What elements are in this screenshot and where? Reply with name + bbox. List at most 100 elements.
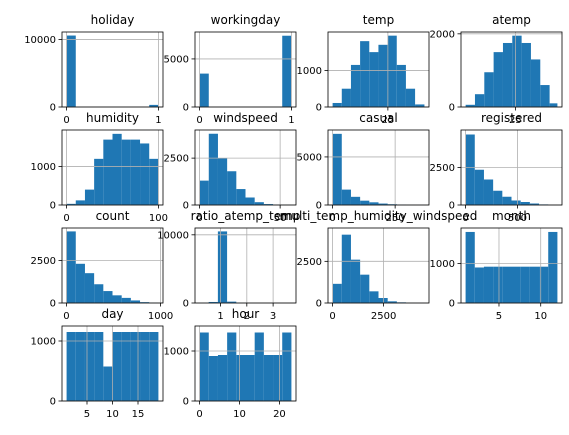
axes-frame <box>194 325 297 402</box>
x-tick-label: 1 <box>217 311 223 322</box>
histogram-bar <box>387 35 397 107</box>
y-tick-label: 0 <box>183 103 189 114</box>
histogram-bar <box>121 332 131 401</box>
histogram-bar <box>227 171 237 205</box>
histogram-bar <box>263 355 274 401</box>
histogram-bar <box>84 332 95 401</box>
y-tick-label: 1000 <box>164 347 189 358</box>
x-tick-label: 0 <box>63 213 69 224</box>
subplot-title: windspeed <box>213 111 278 125</box>
histogram-bar <box>465 104 475 107</box>
histogram-bar <box>341 234 351 303</box>
histogram-bar <box>465 231 475 303</box>
y-tick-label: 0 <box>183 397 189 408</box>
x-tick-label: 25 <box>509 115 522 126</box>
y-tick-label: 0 <box>50 103 56 114</box>
histogram-bar <box>94 332 104 401</box>
subplot-title: month <box>492 209 531 223</box>
y-tick-label: 2000 <box>430 29 455 40</box>
histogram-bar <box>483 179 494 205</box>
subplot-title: multi_temp_humidity_windspeed <box>280 209 478 223</box>
subplot-title: ratio_atemp_temp <box>191 209 301 223</box>
subplot-month: 5 10 0 1000 month <box>430 209 563 322</box>
x-tick-label: 10 <box>106 409 119 420</box>
histogram-bar <box>369 202 379 205</box>
histogram-bar <box>341 88 351 107</box>
histogram-bar <box>483 266 494 303</box>
histogram-bar <box>378 298 388 303</box>
histogram-bar <box>227 332 237 401</box>
subplot-workingday: 0 1 0 5000 workingday <box>164 13 297 126</box>
subplot-hour: 0 10 20 0 1000 hour <box>164 307 297 420</box>
histogram-bar <box>474 267 484 303</box>
y-tick-label: 2500 <box>430 163 455 174</box>
histogram-bar <box>465 134 475 205</box>
histogram-bar <box>254 202 264 205</box>
y-tick-label: 0 <box>449 299 455 310</box>
subplot-title: humidity <box>86 111 139 125</box>
histogram-bar <box>387 301 397 303</box>
axes-frame <box>460 31 563 108</box>
subplot-holiday: 0 1 0 10000 holiday <box>24 13 164 126</box>
histogram-bar <box>502 196 512 205</box>
histogram-bar <box>493 266 503 303</box>
subplot-registered: 0 500 0 2500 registered <box>430 111 563 224</box>
x-tick-label: 0 <box>329 311 335 322</box>
histogram-bar <box>103 291 113 303</box>
histogram-bar <box>254 332 264 401</box>
axes-frame <box>194 31 297 108</box>
histogram-bar <box>520 202 530 205</box>
histogram-bar <box>548 231 558 303</box>
x-tick-label: 0 <box>196 115 202 126</box>
y-tick-label: 0 <box>50 299 56 310</box>
histogram-bar <box>199 332 209 401</box>
histogram-bar <box>66 203 76 205</box>
x-tick-label: 1000 <box>148 311 173 322</box>
histogram-bar <box>199 73 209 107</box>
histogram-bar <box>236 189 246 205</box>
histogram-bar <box>66 332 76 401</box>
y-tick-label: 5000 <box>164 54 189 65</box>
histogram-bar <box>75 263 85 303</box>
histogram-bar <box>199 180 209 205</box>
axes-frame <box>61 129 164 206</box>
histogram-bar <box>263 204 274 205</box>
x-tick-label: 2 <box>244 311 250 322</box>
histogram-bar <box>121 297 131 303</box>
subplot-title: day <box>101 307 123 321</box>
histogram-bar <box>75 200 85 205</box>
histogram-bar <box>493 52 503 107</box>
x-tick-label: 0 <box>196 213 202 224</box>
histogram-bar <box>350 196 361 205</box>
histogram-bar <box>208 301 218 303</box>
y-tick-label: 0 <box>183 299 189 310</box>
histogram-bar <box>140 332 150 401</box>
x-tick-label: 20 <box>273 409 286 420</box>
histogram-bar <box>112 133 122 205</box>
x-tick-label: 500 <box>508 213 527 224</box>
histogram-bar <box>112 295 122 303</box>
subplot-windspeed: 0 50 0 2500 windspeed <box>164 111 297 224</box>
y-tick-label: 0 <box>50 397 56 408</box>
axes-frame <box>61 31 164 108</box>
histogram-bar <box>378 44 388 107</box>
subplot-temp: 25 0 1000 temp <box>297 13 430 126</box>
x-tick-label: 100 <box>149 213 168 224</box>
histogram-bar <box>84 273 95 303</box>
histogram-bar <box>94 158 104 205</box>
x-tick-label: 10 <box>534 311 547 322</box>
histogram-bar <box>474 169 484 205</box>
x-tick-label: 5 <box>496 311 502 322</box>
y-tick-label: 2500 <box>164 154 189 165</box>
x-tick-label: 250 <box>386 213 405 224</box>
axes-frame <box>327 31 430 108</box>
x-tick-label: 15 <box>132 409 145 420</box>
histogram-bar <box>217 355 228 401</box>
y-tick-label: 0 <box>449 103 455 114</box>
histogram-bar <box>227 301 237 303</box>
axes-frame <box>327 129 430 206</box>
axes-frame <box>460 227 563 304</box>
y-tick-label: 0 <box>316 299 322 310</box>
